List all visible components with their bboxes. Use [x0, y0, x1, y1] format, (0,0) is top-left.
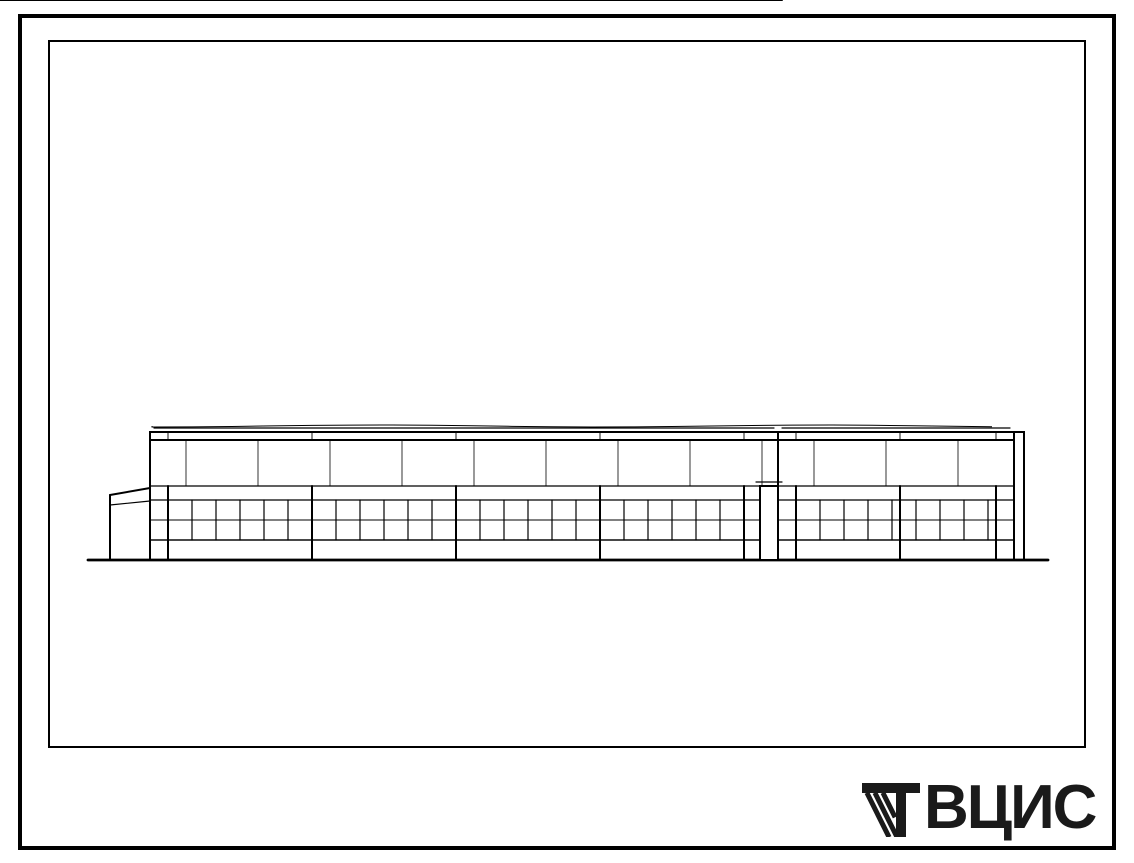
- logo-icon: [862, 779, 920, 837]
- logo-text: ВЦИС: [924, 772, 1095, 843]
- elevation-drawing: [0, 0, 1134, 863]
- logo: ВЦИС: [862, 772, 1095, 843]
